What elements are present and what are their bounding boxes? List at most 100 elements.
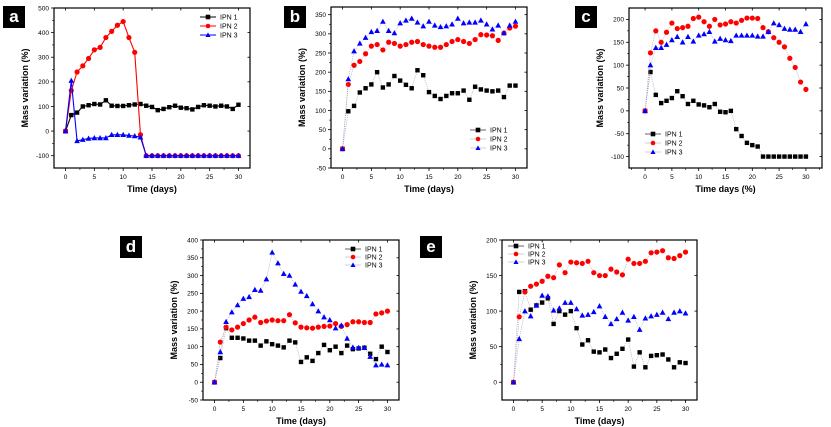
data-point: [421, 73, 426, 78]
series-ipn-3: [510, 292, 689, 385]
data-point: [263, 276, 270, 282]
x-tick-label: 30: [235, 174, 243, 181]
data-point: [132, 102, 137, 107]
panel-label-b: b: [284, 6, 306, 28]
data-point: [685, 23, 691, 29]
y-tick-label: -100: [611, 154, 624, 161]
data-point: [712, 16, 718, 23]
data-point: [636, 326, 643, 332]
data-point: [675, 89, 680, 94]
series-line: [64, 20, 239, 157]
data-point: [344, 322, 350, 328]
data-point: [631, 313, 637, 320]
data-point: [154, 152, 161, 158]
series-ipn-3: [642, 20, 809, 114]
x-tick-label: 25: [653, 406, 661, 413]
x-tick-label: 5: [93, 174, 97, 181]
data-point: [579, 312, 586, 318]
x-tick-label: 30: [802, 174, 810, 181]
data-point: [379, 310, 385, 316]
series-ipn-2: [62, 18, 242, 159]
y-tick-label: 200: [187, 308, 198, 315]
legend-marker: [513, 259, 519, 264]
data-point: [786, 26, 793, 32]
data-point: [478, 31, 484, 38]
data-point: [551, 321, 556, 327]
data-point: [415, 68, 420, 73]
data-point: [501, 94, 507, 100]
data-point: [74, 110, 80, 115]
data-point: [528, 283, 534, 289]
data-point: [380, 47, 386, 53]
x-tick-label: 15: [148, 174, 156, 181]
data-point: [562, 299, 568, 305]
data-point: [596, 272, 603, 279]
data-point: [293, 340, 298, 345]
data-point: [426, 89, 432, 95]
data-point: [484, 32, 490, 38]
data-point: [679, 39, 686, 45]
legend-marker: [475, 145, 481, 150]
data-point: [711, 38, 718, 44]
data-point: [484, 88, 489, 93]
data-point: [409, 86, 414, 91]
legend-label: IPN 1: [665, 131, 683, 138]
data-point: [501, 30, 507, 36]
data-point: [357, 90, 363, 95]
data-point: [648, 353, 654, 359]
data-point: [351, 62, 357, 68]
legend-marker: [650, 149, 656, 154]
data-point: [361, 319, 368, 326]
data-point: [403, 82, 409, 88]
data-point: [782, 154, 787, 159]
data-point: [781, 25, 788, 31]
data-point: [574, 325, 579, 331]
data-point: [556, 262, 562, 268]
data-point: [190, 107, 195, 112]
data-point: [397, 43, 403, 49]
y-tick-label: 350: [315, 12, 326, 19]
data-point: [109, 28, 115, 34]
data-point: [281, 318, 287, 324]
data-point: [728, 37, 734, 44]
data-point: [120, 103, 126, 109]
data-point: [356, 319, 362, 325]
data-point: [701, 103, 707, 108]
data-point: [550, 307, 557, 313]
y-tick-label: 150: [187, 326, 198, 333]
data-point: [460, 20, 467, 26]
data-point: [701, 19, 707, 25]
data-point: [551, 275, 557, 281]
x-tick-label: 0: [341, 174, 345, 181]
data-point: [298, 288, 304, 294]
data-point: [160, 152, 167, 158]
data-point: [356, 40, 363, 46]
y-tick-label: 50: [490, 344, 498, 351]
data-point: [378, 361, 385, 367]
data-point: [443, 23, 450, 29]
y-tick-label: 150: [486, 273, 497, 280]
data-point: [143, 152, 150, 158]
data-point: [591, 270, 597, 276]
data-point: [665, 315, 672, 322]
data-point: [120, 131, 127, 138]
legend-label: IPN 3: [220, 32, 238, 39]
data-point: [246, 338, 252, 343]
data-point: [85, 135, 92, 141]
data-point: [252, 338, 258, 343]
data-point: [309, 325, 316, 331]
data-point: [467, 97, 472, 102]
series-ipn-3: [211, 249, 391, 385]
data-point: [362, 34, 369, 40]
data-point: [373, 311, 379, 317]
data-point: [240, 295, 247, 301]
data-point: [380, 18, 386, 24]
legend: IPN 1 IPN 2 IPN 3: [645, 131, 683, 156]
data-point: [74, 69, 80, 75]
data-point: [368, 28, 375, 35]
series-ipn-2: [510, 248, 689, 385]
panel-label-e: e: [420, 236, 442, 258]
data-point: [766, 154, 771, 159]
data-point: [664, 98, 669, 103]
data-point: [760, 25, 766, 31]
